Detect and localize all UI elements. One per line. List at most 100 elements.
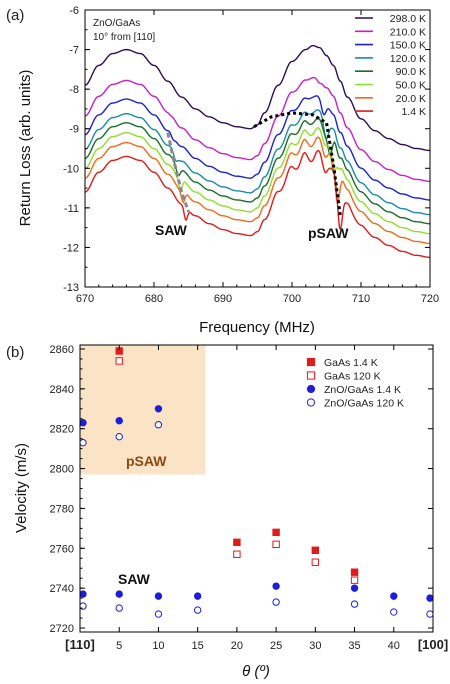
panel-a-annotation-line-1: ZnO/GaAs <box>93 18 140 29</box>
panel-b-data-point <box>350 568 359 576</box>
panel-b-y-tick-label: 2780 <box>50 503 74 515</box>
panel-b-x-tick-label: 25 <box>270 640 282 652</box>
panel-b-saw-label: SAW <box>118 571 151 587</box>
panel-b-data-point <box>390 608 398 616</box>
panel-a-x-axis-title: Frequency (MHz) <box>199 319 315 336</box>
panel-a-axes: 670 680 690 700 710 720 -13 -12 -11 -10 -9 -8 -7 -6 <box>63 5 439 305</box>
panel-a-y-tick-label: -7 <box>69 45 79 57</box>
panel-b-data-point <box>115 604 123 612</box>
panel-b-legend-label: ZnO/GaAs 120 K <box>324 398 404 410</box>
panel-b-legend-label: GaAs 1.4 K <box>324 357 378 369</box>
panel-a-x-tick-label: 680 <box>145 293 163 305</box>
panel-a-series-line <box>85 149 430 259</box>
panel-b-legend-marker <box>306 384 316 394</box>
panel-a-series-line <box>85 136 430 245</box>
panel-b-data-point <box>272 582 280 590</box>
panel-b-y-axis-title: Velocity (m/s) <box>13 443 30 533</box>
panel-b-data-point <box>272 598 280 606</box>
panel-b-x-axis-title: θ (º) <box>242 663 270 680</box>
panel-b-data-point <box>80 590 87 598</box>
panel-b-data-point <box>350 584 359 592</box>
panel-a-series-line <box>85 117 430 225</box>
panel-a-y-tick-label: -9 <box>69 124 79 136</box>
panel-a-plot-area <box>85 44 430 259</box>
panel-a-legend-label: 1.4 K <box>401 106 426 118</box>
panel-b-x-tick-label: 10 <box>152 640 164 652</box>
panel-a-legend-label: 90.0 K <box>396 66 426 78</box>
panel-a-x-tick-label: 700 <box>283 293 301 305</box>
panel-a: (a) 670 680 690 700 710 720 -13 -12 -11 -10 -9 -8 -7… <box>6 5 439 336</box>
panel-b-x-tick-label: [100] <box>418 637 448 652</box>
panel-a-x-tick-label: 720 <box>421 293 439 305</box>
panel-a-psaw-label: pSAW <box>308 225 349 241</box>
panel-b-data-point <box>115 590 123 598</box>
panel-a-legend-label: 298.0 K <box>390 13 426 25</box>
panel-b-axes: [110] 5 10 15 20 25 30 35 40 [100] 2720 2740 2760 278… <box>50 344 449 652</box>
panel-a-y-tick-label: -8 <box>69 84 79 96</box>
panel-b-x-tick-label: 20 <box>231 640 243 652</box>
panel-a-series-line <box>85 76 430 183</box>
panel-a-psaw-guide <box>253 111 342 216</box>
panel-b-y-tick-label: 2740 <box>50 583 74 595</box>
panel-b-plot-area <box>80 347 433 618</box>
panel-b-x-tick-label: 15 <box>192 640 204 652</box>
panel-b-x-tick-label: [110] <box>65 637 95 652</box>
panel-b-x-tick-label: 40 <box>388 640 400 652</box>
panel-a-y-axis-title: Return Loss (arb. units) <box>17 70 34 227</box>
panel-b-legend-marker <box>306 371 316 380</box>
panel-b-data-point <box>272 540 280 549</box>
panel-a-x-tick-label: 710 <box>352 293 370 305</box>
panel-b-data-point <box>233 550 241 558</box>
panel-b-data-point <box>426 594 433 602</box>
panel-b-legend-label: ZnO/GaAs 1.4 K <box>324 384 401 396</box>
panel-b-data-point <box>311 558 320 566</box>
panel-b-data-point <box>350 600 359 608</box>
panel-a-legend-label: 20.0 K <box>396 93 426 105</box>
panel-a-series-line <box>85 127 430 235</box>
panel-b-data-point <box>233 538 241 547</box>
panel-b-y-tick-label: 2720 <box>50 623 74 635</box>
panel-b-data-point <box>272 528 280 537</box>
panel-b-data-point <box>154 421 163 429</box>
panel-b-data-point <box>154 592 163 600</box>
panel-b-psaw-label: pSAW <box>126 453 167 469</box>
panel-a-legend-label: 150.0 K <box>390 40 426 52</box>
panel-a-series-line <box>85 109 430 216</box>
panel-a-y-tick-label: -12 <box>63 242 79 254</box>
panel-b-y-tick-label: 2840 <box>50 384 74 396</box>
panel-b-data-point <box>390 592 398 600</box>
panel-b-y-tick-label: 2860 <box>50 344 74 356</box>
panel-a-series-line <box>85 44 430 152</box>
panel-b-legend-label: GaAs 120 K <box>324 371 381 383</box>
panel-b-y-tick-label: 2800 <box>50 464 74 476</box>
panel-b-data-point <box>154 610 163 618</box>
panel-b: (b) pSAW [110] 5 10 15 20 25 30 35 40 [100] 2720 27… <box>6 344 448 680</box>
panel-b-data-point <box>115 432 123 441</box>
panel-b-label: (b) <box>6 344 24 361</box>
panel-b-y-tick-label: 2760 <box>50 543 74 555</box>
panel-a-annotation-line-2: 10° from [110] <box>93 32 155 43</box>
panel-a-label: (a) <box>6 7 24 24</box>
panel-a-y-tick-label: -6 <box>69 5 79 17</box>
panel-b-region-layer <box>80 345 206 475</box>
panel-a-legend-label: 210.0 K <box>390 26 426 38</box>
panel-b-data-point <box>115 417 123 425</box>
panel-b-data-point <box>350 576 359 584</box>
panel-a-saw-label: SAW <box>155 222 188 238</box>
panel-b-x-tick-label: 35 <box>348 640 360 652</box>
panel-a-x-tick-label: 690 <box>214 293 232 305</box>
panel-b-data-point <box>115 357 123 365</box>
panel-a-y-tick-label: -13 <box>63 282 79 294</box>
panel-a-y-tick-label: -11 <box>64 203 79 215</box>
panel-b-data-point <box>193 606 202 614</box>
panel-a-frame <box>84 9 431 288</box>
panel-b-data-point <box>80 419 87 427</box>
panel-a-y-tick-label: -10 <box>63 163 79 175</box>
panel-b-data-point <box>154 405 163 413</box>
panel-a-series-line <box>85 95 430 201</box>
panel-b-legend-marker <box>306 357 316 367</box>
panel-a-legend-label: 120.0 K <box>390 53 426 65</box>
